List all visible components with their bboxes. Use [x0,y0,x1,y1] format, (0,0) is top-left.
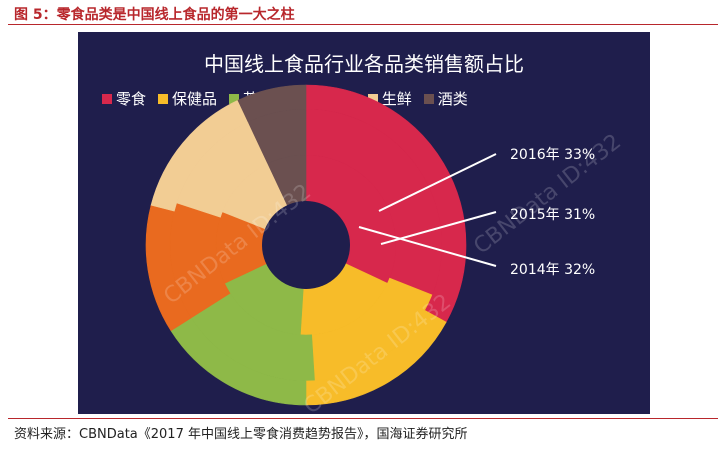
chart-title: 中国线上食品行业各品类销售额占比 [204,52,524,76]
legend-label: 生鲜 [381,90,412,108]
legend-swatch [158,93,169,104]
callout-label: 2016年 33% [510,147,595,163]
callout-line [358,226,497,267]
callout-label: 2014年 32% [510,262,595,278]
figure-title: 图 5：零食品类是中国线上食品的第一大之柱 [14,7,295,23]
bottom-rule [8,418,718,419]
source-note: 资料来源：CBNData《2017 年中国线上零食消费趋势报告》，国海证券研究所 [14,427,468,442]
legend-label: 保健品 [172,90,218,108]
ring-segment-酒类-2016年 [237,84,307,123]
legend-item: 零食 [102,88,146,109]
legend-label: 酒类 [437,90,468,108]
donut-hole [262,201,350,289]
chart-panel: 中国线上食品行业各品类销售额占比 零食 保健品 茶&冲饮 粮油 生鲜 酒类 20… [78,32,650,420]
legend-swatch [423,93,434,104]
legend-item: 生鲜 [367,88,412,109]
callouts: 2016年 33% 2015年 31% 2014年 32% [358,147,595,278]
callout-line [378,153,497,212]
legend-swatch [367,93,378,104]
legend-swatch [102,93,112,104]
legend-swatch [229,93,240,104]
legend-item: 保健品 [158,88,217,109]
legend-label: 零食 [116,90,147,108]
donut-plot: 2016年 33% 2015年 31% 2014年 32% [145,84,595,406]
legend-item: 酒类 [423,88,468,109]
donut-rings [145,84,467,406]
callout-label: 2015年 31% [510,207,595,223]
top-rule [8,24,718,25]
